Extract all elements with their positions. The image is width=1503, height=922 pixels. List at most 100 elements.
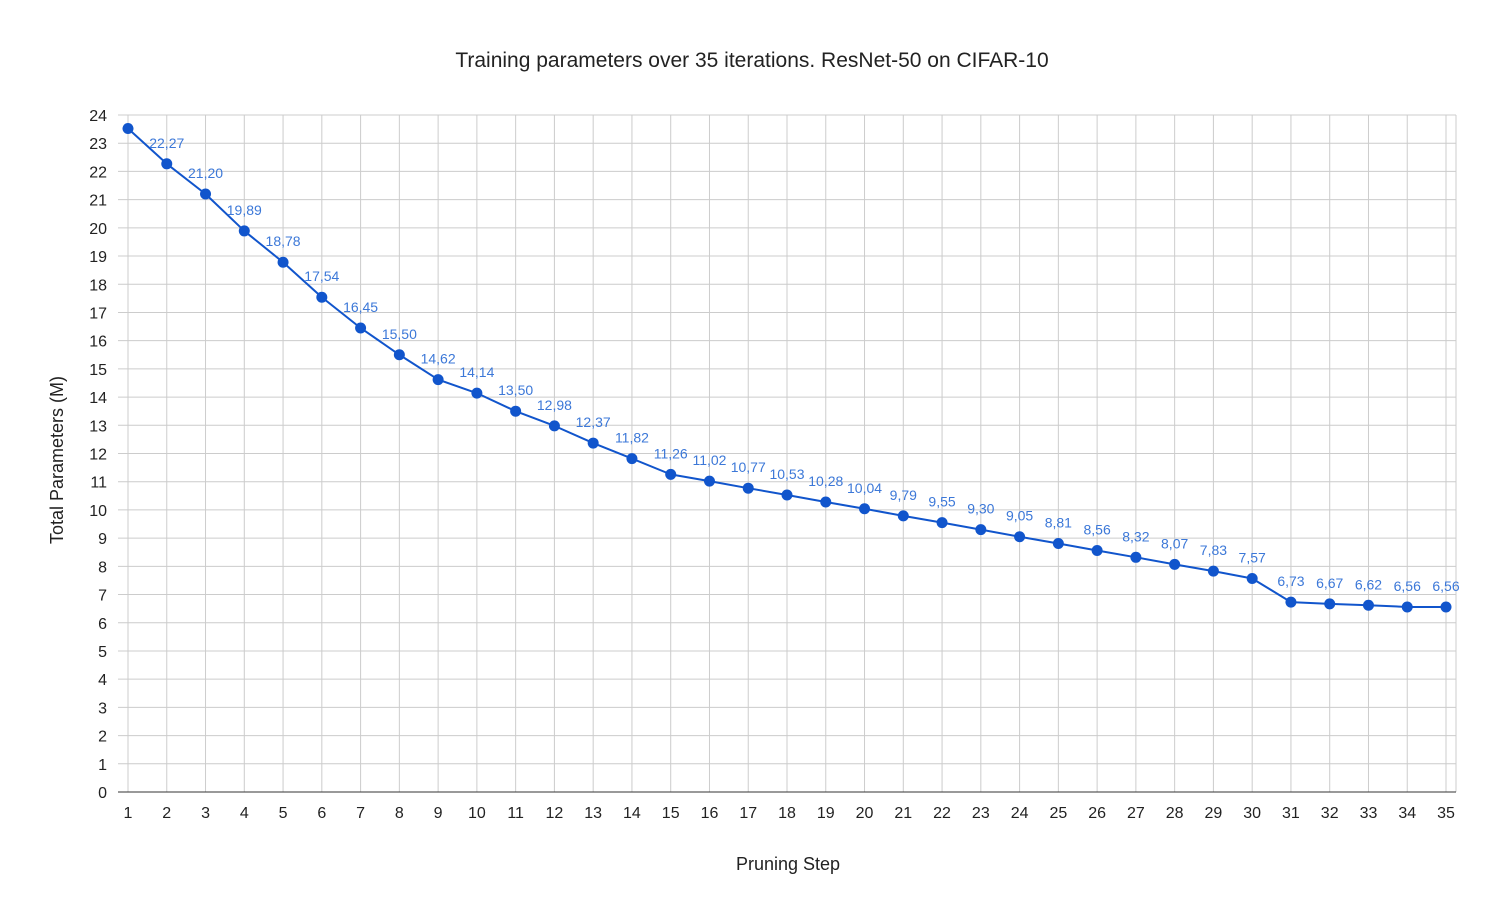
data-label: 14,14 [459, 364, 494, 380]
data-point [703, 475, 715, 487]
data-label: 9,79 [890, 487, 917, 503]
x-tick-label: 24 [1011, 805, 1029, 822]
x-tick-label: 27 [1127, 805, 1145, 822]
x-tick-label: 35 [1437, 805, 1455, 822]
data-label: 6,73 [1277, 573, 1304, 589]
x-tick-label: 30 [1243, 805, 1261, 822]
y-tick-label: 22 [89, 164, 107, 181]
data-label: 8,56 [1083, 522, 1110, 538]
data-label: 22,27 [149, 135, 184, 151]
data-label: 10,28 [808, 473, 843, 489]
data-point [1401, 601, 1413, 613]
data-label: 13,50 [498, 382, 533, 398]
data-label: 15,50 [382, 326, 417, 342]
chart-title: Training parameters over 35 iterations. … [455, 49, 1048, 72]
data-label: 9,55 [928, 494, 955, 510]
y-tick-label: 5 [98, 644, 107, 661]
data-point [122, 123, 134, 135]
data-label: 6,56 [1432, 578, 1459, 594]
x-tick-label: 23 [972, 805, 990, 822]
data-point [1130, 551, 1142, 563]
data-label: 11,26 [654, 445, 688, 461]
data-point [859, 503, 871, 515]
y-tick-label: 16 [89, 334, 107, 351]
data-label: 8,07 [1161, 535, 1188, 551]
x-tick-label: 6 [317, 805, 326, 822]
data-point [936, 517, 948, 529]
x-tick-label: 31 [1282, 805, 1300, 822]
y-tick-label: 6 [98, 616, 107, 633]
data-label: 11,02 [692, 452, 726, 468]
y-tick-label: 19 [89, 249, 107, 266]
y-tick-label: 17 [89, 305, 107, 322]
x-tick-label: 26 [1088, 805, 1106, 822]
y-tick-label: 23 [89, 136, 107, 153]
data-label: 6,62 [1355, 576, 1382, 592]
x-tick-label: 5 [279, 805, 288, 822]
x-tick-label: 16 [701, 805, 719, 822]
x-tick-label: 32 [1321, 805, 1339, 822]
data-point [238, 225, 250, 237]
x-tick-label: 29 [1205, 805, 1223, 822]
x-tick-label: 18 [778, 805, 796, 822]
y-tick-label: 3 [98, 700, 107, 717]
data-point [200, 188, 212, 200]
data-point [587, 437, 599, 449]
x-tick-label: 1 [124, 805, 133, 822]
y-tick-label: 13 [89, 418, 107, 435]
x-tick-label: 33 [1360, 805, 1378, 822]
x-tick-label: 4 [240, 805, 249, 822]
y-tick-label: 14 [89, 390, 107, 407]
data-label: 10,04 [847, 480, 882, 496]
y-tick-label: 1 [98, 757, 107, 774]
y-tick-label: 18 [89, 277, 107, 294]
data-label: 12,37 [576, 414, 611, 430]
x-tick-label: 13 [584, 805, 602, 822]
x-tick-label: 21 [894, 805, 912, 822]
data-point [510, 405, 522, 417]
data-point [1091, 545, 1103, 557]
data-label: 8,32 [1122, 528, 1149, 544]
x-tick-label: 10 [468, 805, 486, 822]
data-label: 14,62 [421, 351, 456, 367]
data-point [471, 387, 483, 399]
data-label: 11,82 [615, 430, 649, 446]
data-point [1324, 598, 1336, 610]
data-point [355, 322, 367, 334]
x-tick-label: 12 [546, 805, 564, 822]
data-label: 7,83 [1200, 542, 1227, 558]
data-point [1207, 565, 1219, 577]
data-point [1285, 596, 1297, 608]
data-point [975, 524, 987, 536]
x-tick-label: 28 [1166, 805, 1184, 822]
x-tick-label: 25 [1049, 805, 1067, 822]
y-tick-label: 12 [89, 447, 107, 464]
x-tick-label: 34 [1398, 805, 1416, 822]
x-tick-label: 22 [933, 805, 951, 822]
x-axis-title: Pruning Step [736, 854, 840, 874]
y-tick-label: 8 [98, 559, 107, 576]
data-point [1169, 558, 1181, 570]
x-tick-label: 19 [817, 805, 835, 822]
data-label: 10,53 [769, 466, 804, 482]
data-point [1362, 599, 1374, 611]
data-point [781, 489, 793, 501]
data-point [742, 482, 754, 494]
data-label: 10,77 [731, 459, 766, 475]
data-point [1014, 531, 1026, 543]
x-tick-label: 2 [162, 805, 171, 822]
x-tick-label: 11 [507, 805, 524, 822]
data-point [897, 510, 909, 522]
data-label: 17,54 [304, 268, 339, 284]
x-tick-label: 15 [662, 805, 680, 822]
data-label: 12,98 [537, 397, 572, 413]
y-tick-label: 10 [89, 503, 107, 520]
x-tick-label: 7 [356, 805, 365, 822]
y-tick-label: 9 [98, 531, 107, 548]
y-axis-title: Total Parameters (M) [47, 376, 67, 544]
data-label: 16,45 [343, 299, 378, 315]
data-label: 8,81 [1045, 514, 1072, 530]
y-tick-label: 7 [98, 588, 107, 605]
